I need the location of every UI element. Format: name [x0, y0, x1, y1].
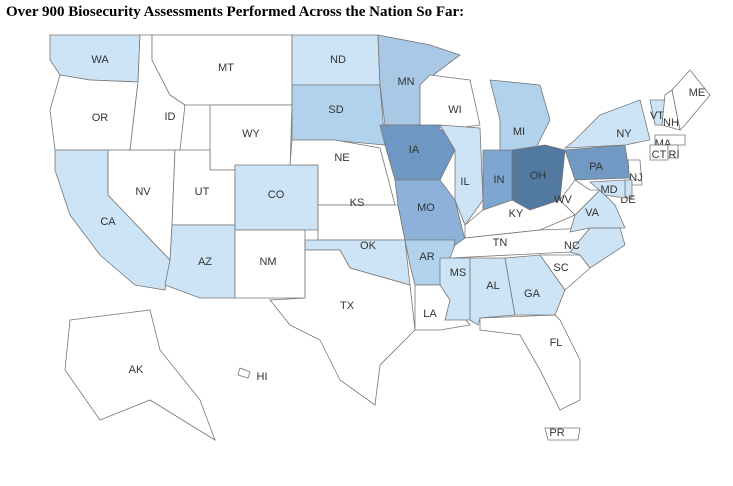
state-label: NJ: [629, 172, 642, 184]
state: [489, 79, 551, 151]
state-label: AZ: [198, 256, 212, 268]
state: [291, 84, 386, 146]
state-label: VA: [585, 207, 600, 219]
state-label: OR: [92, 112, 109, 124]
state-label: IA: [409, 144, 420, 156]
state-label: KS: [350, 197, 365, 209]
state-label: MS: [450, 267, 467, 279]
state-label: TX: [340, 300, 355, 312]
state-label: OK: [360, 240, 377, 252]
state: [164, 224, 236, 299]
state-label: CT: [652, 149, 667, 161]
state-label: CA: [100, 216, 116, 228]
state: [667, 144, 679, 159]
state: [671, 69, 711, 131]
state: [479, 314, 581, 411]
state-label: GA: [524, 288, 541, 300]
state-label: AR: [419, 251, 434, 263]
state-label: AL: [486, 280, 499, 292]
state-label: NM: [259, 256, 276, 268]
state-label: VT: [650, 110, 664, 122]
state-label: ME: [689, 87, 706, 99]
state-label: MN: [397, 76, 414, 88]
state: [588, 179, 626, 199]
state-label: CO: [268, 189, 285, 201]
state-label: SC: [553, 262, 568, 274]
state: [64, 309, 216, 441]
state-label: WA: [91, 54, 109, 66]
state-label: WV: [554, 194, 572, 206]
title: Over 900 Biosecurity Assessments Perform…: [6, 4, 465, 20]
state-label: OH: [530, 170, 547, 182]
state-label: RI: [669, 149, 680, 161]
state-label: MI: [513, 126, 525, 138]
state-label: WI: [448, 104, 461, 116]
state-label: NY: [616, 128, 632, 140]
state: [654, 134, 686, 146]
state-label: AK: [129, 364, 144, 376]
state-label: ID: [165, 111, 176, 123]
state-label: NH: [663, 117, 679, 129]
state-label: TN: [493, 237, 508, 249]
state-label: NE: [334, 152, 349, 164]
state-label: MO: [417, 202, 435, 214]
state-label: ND: [330, 54, 346, 66]
state-label: MD: [600, 184, 617, 196]
state: [269, 249, 416, 406]
state-label: HI: [257, 371, 268, 383]
state-label: IN: [494, 174, 505, 186]
state: [237, 367, 251, 379]
state-label: NC: [564, 240, 580, 252]
state-label: SD: [328, 104, 343, 116]
state-label: IL: [460, 176, 469, 188]
state-label: WY: [242, 128, 260, 140]
state: [504, 254, 566, 316]
state: [563, 99, 651, 149]
state-label: NV: [135, 186, 151, 198]
state-label: MT: [218, 62, 234, 74]
state: [627, 159, 643, 186]
state-label: UT: [195, 186, 210, 198]
state-label: PR: [549, 427, 564, 439]
state: [649, 144, 669, 161]
state: [419, 74, 481, 131]
state: [559, 179, 601, 216]
state-label: FL: [550, 337, 563, 349]
state: [317, 204, 406, 241]
state-label: KY: [509, 208, 524, 220]
state-label: PA: [589, 161, 604, 173]
state: [544, 427, 581, 441]
state-label: LA: [423, 308, 437, 320]
